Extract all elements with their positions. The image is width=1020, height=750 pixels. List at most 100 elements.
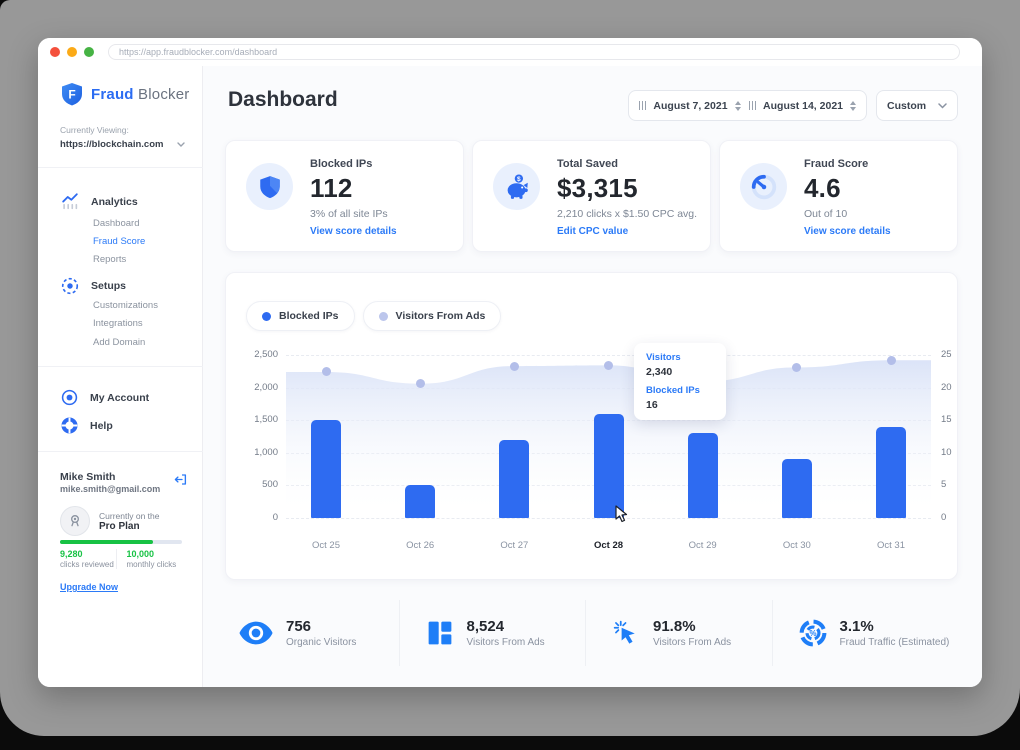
stat-label: Visitors From Ads [466, 637, 545, 648]
divider [38, 366, 203, 367]
user-name: Mike Smith [60, 471, 116, 483]
shield-icon [246, 163, 293, 210]
sidebar-section-analytics[interactable]: Analytics [60, 192, 138, 212]
visitors-point-oct-30[interactable] [792, 362, 802, 372]
range-preset-select[interactable]: Custom [876, 90, 958, 121]
bar-oct-31[interactable] [876, 426, 906, 518]
sidebar-item-add-domain[interactable]: Add Domain [93, 337, 146, 348]
bar-oct-30[interactable] [781, 459, 812, 518]
sidebar-item-help[interactable]: Help [60, 416, 113, 435]
browser-window: https://app.fraudblocker.com/dashboard F… [38, 38, 982, 687]
total-saved-card: $ Total Saved $3,315 2,210 clicks x $1.5… [472, 140, 711, 252]
visitors-point-oct-25[interactable] [321, 367, 331, 377]
sidebar-item-dashboard[interactable]: Dashboard [93, 218, 140, 229]
stat-value: 8,524 [466, 618, 505, 635]
x-label-oct-27: Oct 27 [500, 540, 529, 551]
view-score-details-link[interactable]: View score details [804, 226, 891, 237]
sidebar-item-fraud-score[interactable]: Fraud Score [93, 236, 146, 247]
stat-cards-row: Blocked IPs 112 3% of all site IPs View … [225, 140, 958, 252]
card-subtext: 3% of all site IPs [310, 208, 388, 220]
chart-tooltip: Visitors 2,340 Blocked IPs 16 [634, 343, 726, 420]
window-controls [50, 47, 94, 57]
shield-logo-icon: F [62, 83, 82, 106]
logout-icon[interactable] [173, 472, 188, 487]
legend-toggle-blocked-ips[interactable]: Blocked IPs [246, 301, 355, 331]
stat-label: Organic Visitors [286, 637, 357, 648]
brand-name-bold: Fraud [91, 85, 134, 103]
currently-viewing-label: Currently Viewing: [60, 125, 129, 135]
ads-click-rate-stat: 91.8% Visitors From Ads [585, 600, 772, 666]
sidebar-item-reports[interactable]: Reports [93, 254, 127, 265]
traffic-chart-card: Blocked IPs Visitors From Ads 2,500 2,000… [225, 272, 958, 580]
domain-selector[interactable]: https://blockchain.com [60, 139, 185, 150]
date-from-input[interactable]: August 7, 2021 [638, 100, 741, 112]
visitors-legend-dot [378, 311, 388, 321]
page-title: Dashboard [228, 88, 338, 111]
gridline [286, 518, 931, 519]
section-label: Analytics [91, 196, 138, 208]
svg-text:%: % [809, 629, 816, 638]
help-label: Help [90, 419, 113, 432]
tooltip-visitors-value: 2,340 [646, 366, 673, 378]
chart-plot-area[interactable] [286, 355, 931, 519]
bar-oct-27[interactable] [499, 439, 530, 518]
blocked-ips-card: Blocked IPs 112 3% of all site IPs View … [225, 140, 464, 252]
sidebar-item-my-account[interactable]: My Account [60, 388, 149, 407]
grid-icon [428, 621, 451, 645]
stat-label: Visitors From Ads [653, 637, 732, 648]
plan-badge: Currently on the Pro Plan [60, 506, 159, 536]
upgrade-now-link[interactable]: Upgrade Now [60, 582, 119, 592]
bar-oct-28[interactable] [593, 413, 624, 518]
view-score-details-link[interactable]: View score details [310, 226, 397, 237]
bar-oct-25[interactable] [311, 420, 341, 518]
visitors-point-oct-27[interactable] [509, 361, 519, 371]
plan-usage-progressbar [60, 540, 182, 544]
medal-icon [60, 506, 90, 536]
x-label-oct-31: Oct 31 [877, 540, 905, 551]
date-range-picker: August 7, 2021 August 14, 2021 [627, 90, 867, 121]
date-to-input[interactable]: August 14, 2021 [748, 99, 856, 112]
visitors-point-oct-31[interactable] [886, 355, 896, 365]
x-label-oct-28: Oct 28 [593, 540, 624, 551]
legend-toggle-visitors-from-ads[interactable]: Visitors From Ads [362, 301, 502, 331]
maximize-window-button[interactable] [84, 47, 94, 57]
y-tick-left: 500 [262, 479, 278, 491]
date-stepper[interactable] [734, 100, 741, 111]
edit-cpc-value-link[interactable]: Edit CPC value [557, 226, 629, 237]
card-value: 4.6 [804, 173, 841, 203]
minimize-window-button[interactable] [67, 47, 77, 57]
date-to-value: August 14, 2021 [763, 99, 843, 112]
y-tick-right: 10 [941, 446, 952, 458]
card-label: Blocked IPs [310, 158, 373, 170]
y-tick-left: 2,000 [254, 381, 278, 393]
cursor-click-icon [613, 620, 635, 644]
x-label-oct-26: Oct 26 [406, 540, 435, 551]
sidebar-item-integrations[interactable]: Integrations [93, 318, 143, 329]
sidebar-item-customizations[interactable]: Customizations [93, 300, 158, 311]
bar-oct-26[interactable] [405, 485, 436, 518]
monthly-clicks-value: 10,000 [126, 549, 155, 559]
sidebar-section-setups[interactable]: Setups [60, 276, 126, 296]
card-subtext: Out of 10 [804, 208, 848, 220]
bar-oct-29[interactable] [687, 433, 718, 518]
blocked-ips-legend-dot [262, 311, 271, 321]
card-value: $3,315 [557, 173, 638, 203]
address-bar[interactable]: https://app.fraudblocker.com/dashboard [108, 44, 960, 60]
browser-topbar: https://app.fraudblocker.com/dashboard [38, 38, 982, 66]
date-stepper[interactable] [850, 100, 856, 111]
monthly-clicks-label: monthly clicks [126, 560, 177, 569]
plan-prefix: Currently on the [99, 510, 160, 521]
card-label: Total Saved [557, 158, 618, 170]
svg-text:F: F [68, 88, 75, 102]
close-window-button[interactable] [50, 47, 60, 57]
eye-icon [239, 621, 273, 645]
domain-value: https://blockchain.com [60, 139, 164, 150]
y-tick-left: 1,000 [254, 446, 278, 458]
visitors-point-oct-26[interactable] [415, 379, 425, 389]
section-label: Setups [91, 280, 127, 292]
calendar-icon [748, 101, 757, 110]
visitors-point-oct-28[interactable] [604, 360, 613, 370]
y-tick-right: 20 [941, 381, 952, 393]
tooltip-blocked-label: Blocked IPs [646, 385, 700, 396]
brand-logo[interactable]: F Fraud Blocker [60, 82, 189, 106]
